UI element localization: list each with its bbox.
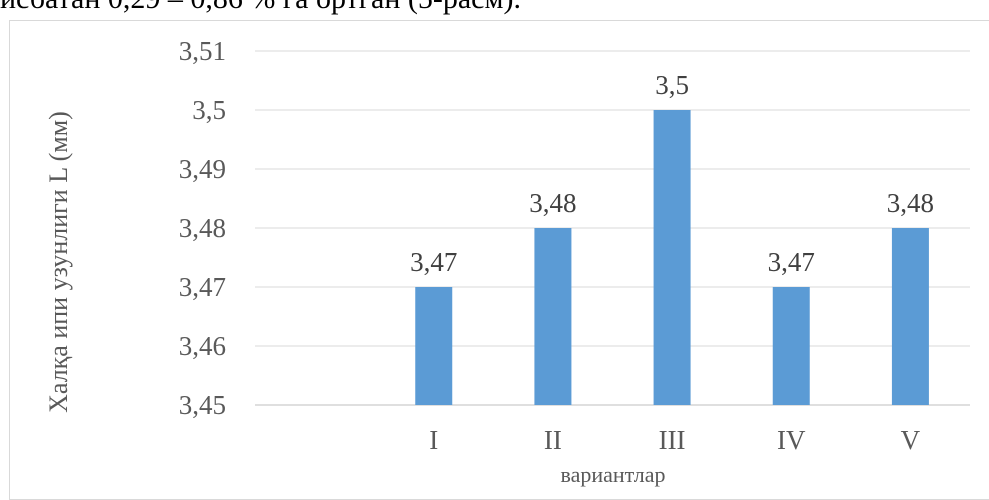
y-tick-label: 3,49 <box>179 154 226 184</box>
y-axis-label: Халқа ипи узунлиги L (мм) <box>44 111 73 413</box>
bar-IV <box>772 287 810 405</box>
data-label-V: 3,48 <box>887 188 934 218</box>
data-label-III: 3,5 <box>655 70 689 100</box>
data-labels: 3,47 3,48 3,5 3,47 3,48 <box>410 70 934 277</box>
data-label-IV: 3,47 <box>768 247 815 277</box>
x-tick-label-III: III <box>659 425 686 455</box>
y-tick-label: 3,5 <box>192 95 226 125</box>
y-tick-label: 3,47 <box>179 272 226 302</box>
x-tick-labels: I II III IV V <box>429 425 920 455</box>
x-tick-label-II: II <box>544 425 562 455</box>
y-tick-label: 3,45 <box>179 390 226 420</box>
data-label-I: 3,47 <box>410 247 457 277</box>
y-tick-labels: 3,45 3,46 3,47 3,48 3,49 3,5 3,51 <box>179 36 226 420</box>
data-label-II: 3,48 <box>529 188 576 218</box>
y-tick-label: 3,46 <box>179 331 226 361</box>
y-tick-label: 3,48 <box>179 213 226 243</box>
bars <box>415 110 929 405</box>
x-tick-label-IV: IV <box>777 425 806 455</box>
bar-V <box>891 228 929 405</box>
bar-III <box>653 110 691 405</box>
x-axis-label: вариантлар <box>561 462 666 487</box>
x-tick-label-V: V <box>901 425 921 455</box>
bar-I <box>415 287 453 405</box>
bar-II <box>534 228 572 405</box>
y-tick-label: 3,51 <box>179 36 226 66</box>
caption-text: исбатан 0,29 – 0,86 % га ортган (5-расм)… <box>0 0 521 16</box>
gridlines <box>255 50 970 406</box>
x-tick-label-I: I <box>429 425 438 455</box>
